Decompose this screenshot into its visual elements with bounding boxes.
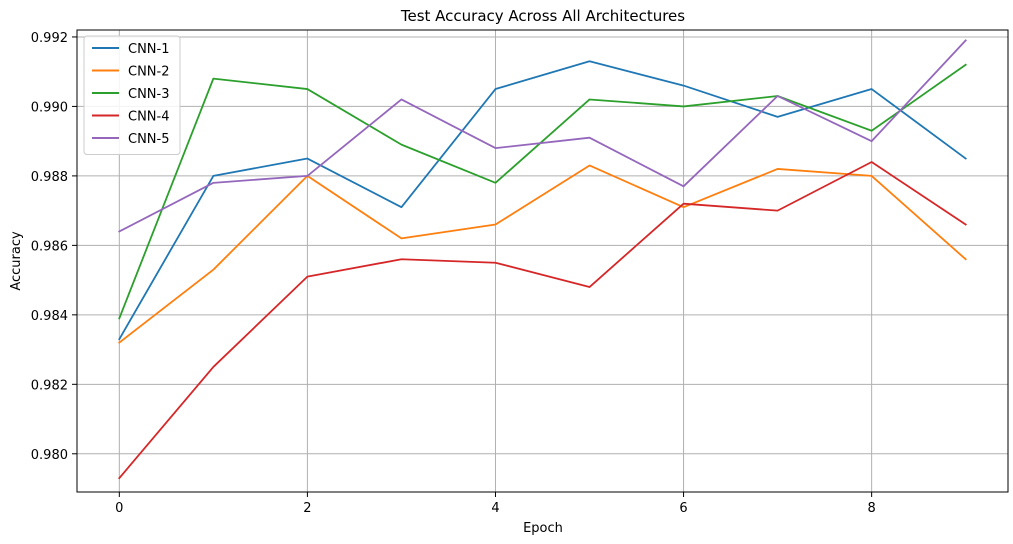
- y-tick-label: 0.984: [31, 309, 68, 324]
- y-tick-label: 0.986: [31, 239, 68, 254]
- legend: CNN-1 CNN-2 CNN-3 CNN-4 CNN-5: [83, 35, 181, 155]
- axis-ticks: 0 2 4 6 8 0.980 0.982 0.984 0.986 0.988 0.990 0.992: [31, 31, 876, 516]
- y-tick-label: 0.990: [31, 100, 68, 115]
- chart-title: Test Accuracy Across All Architectures: [400, 7, 685, 25]
- y-tick-label: 0.992: [31, 31, 68, 46]
- legend-label: CNN-5: [128, 132, 170, 147]
- series-line-cnn-4: [118, 161, 967, 480]
- y-tick-label: 0.980: [31, 448, 68, 463]
- series-line-cnn-5: [118, 39, 967, 233]
- x-tick-label: 8: [868, 501, 876, 516]
- x-tick-label: 6: [679, 501, 687, 516]
- grid: [77, 30, 1008, 492]
- legend-box: [83, 35, 181, 155]
- legend-label: CNN-2: [128, 65, 170, 80]
- x-axis-label: Epoch: [523, 521, 563, 536]
- y-axis-label: Accuracy: [9, 231, 24, 291]
- series-line-cnn-3: [118, 63, 967, 320]
- x-tick-label: 4: [491, 501, 499, 516]
- legend-label: CNN-3: [128, 87, 170, 102]
- y-tick-label: 0.988: [31, 170, 68, 185]
- legend-label: CNN-1: [128, 42, 170, 57]
- legend-label: CNN-4: [128, 110, 170, 125]
- x-tick-label: 2: [303, 501, 311, 516]
- series-line-cnn-1: [118, 60, 967, 341]
- series-lines: [118, 39, 967, 480]
- plot-frame: [76, 29, 1009, 493]
- series-line-cnn-2: [118, 164, 967, 344]
- x-tick-label: 0: [115, 501, 123, 516]
- y-tick-label: 0.982: [31, 378, 68, 393]
